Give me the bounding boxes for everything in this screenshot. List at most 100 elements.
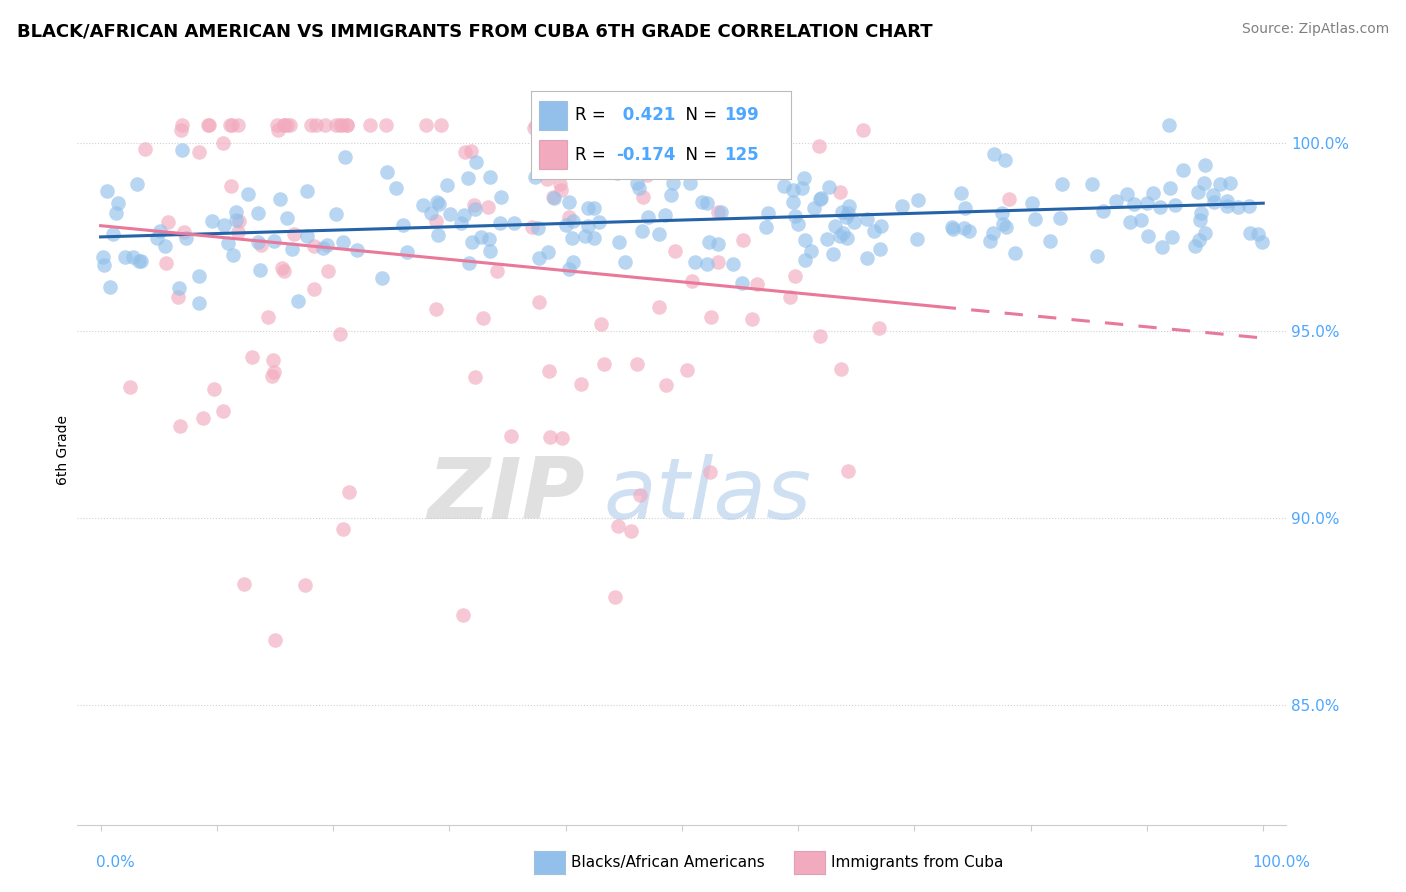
- Point: [134, 143, 156, 157]
- Point: [997, 192, 1019, 206]
- Point: [187, 145, 209, 159]
- Point: [294, 578, 316, 592]
- Point: [870, 219, 893, 233]
- Point: [105, 205, 128, 219]
- Point: [856, 251, 879, 265]
- Point: [236, 186, 259, 201]
- Point: [425, 214, 447, 228]
- Point: [1157, 118, 1180, 132]
- Point: [856, 212, 879, 227]
- Point: [1164, 197, 1187, 211]
- Point: [808, 192, 831, 206]
- Point: [785, 269, 807, 284]
- Point: [678, 176, 700, 190]
- Point: [831, 205, 853, 219]
- Point: [692, 194, 714, 209]
- Point: [375, 165, 398, 179]
- Point: [1171, 162, 1194, 177]
- Point: [706, 130, 728, 145]
- Point: [212, 136, 235, 151]
- Point: [212, 218, 235, 232]
- Point: [685, 255, 707, 269]
- Point: [1115, 186, 1137, 201]
- Point: [221, 118, 243, 132]
- Point: [464, 202, 486, 216]
- Point: [287, 294, 309, 309]
- Point: [187, 296, 209, 310]
- Point: [610, 118, 633, 132]
- Point: [524, 169, 547, 184]
- Point: [631, 189, 654, 203]
- Point: [852, 122, 875, 136]
- Point: [626, 357, 648, 371]
- Point: [815, 232, 838, 246]
- Point: [582, 231, 605, 245]
- Point: [426, 194, 449, 209]
- Point: [461, 235, 484, 249]
- Point: [755, 219, 778, 234]
- Point: [478, 169, 501, 184]
- Point: [270, 261, 292, 276]
- Point: [950, 186, 973, 200]
- Point: [477, 200, 499, 214]
- Point: [172, 118, 194, 132]
- Point: [1189, 212, 1212, 227]
- Point: [832, 226, 855, 240]
- Point: [1021, 195, 1043, 210]
- Point: [174, 230, 197, 244]
- Point: [741, 311, 763, 326]
- Point: [439, 207, 461, 221]
- Point: [606, 518, 628, 533]
- Point: [1219, 176, 1241, 190]
- Point: [786, 217, 808, 231]
- Point: [721, 257, 744, 271]
- Point: [384, 181, 406, 195]
- Point: [145, 231, 167, 245]
- Point: [614, 255, 637, 269]
- Point: [262, 368, 284, 383]
- Point: [173, 226, 195, 240]
- Text: 100.0%: 100.0%: [1253, 855, 1310, 870]
- Point: [790, 180, 813, 194]
- Point: [502, 216, 524, 230]
- Point: [464, 370, 486, 384]
- Point: [1038, 235, 1060, 249]
- Point: [1216, 194, 1239, 208]
- Point: [576, 219, 599, 233]
- Point: [276, 118, 298, 132]
- Point: [808, 329, 831, 343]
- Point: [606, 166, 628, 180]
- Point: [607, 235, 630, 249]
- Point: [699, 310, 721, 325]
- Point: [981, 226, 1004, 240]
- Point: [664, 244, 686, 258]
- Point: [304, 239, 326, 253]
- Point: [626, 176, 648, 190]
- Point: [280, 118, 302, 132]
- Point: [299, 118, 322, 132]
- Point: [706, 205, 728, 219]
- Point: [782, 183, 804, 197]
- Point: [576, 201, 599, 215]
- Point: [200, 214, 222, 228]
- Point: [830, 229, 852, 244]
- Point: [460, 145, 482, 159]
- Point: [907, 193, 929, 207]
- Point: [128, 253, 150, 268]
- Point: [149, 224, 172, 238]
- Point: [637, 118, 659, 132]
- Point: [250, 237, 273, 252]
- Point: [269, 192, 291, 206]
- Point: [1187, 186, 1209, 200]
- Point: [803, 201, 825, 215]
- Point: [169, 281, 191, 295]
- Point: [262, 353, 284, 368]
- Point: [219, 178, 242, 193]
- Point: [1105, 194, 1128, 208]
- Point: [620, 524, 643, 539]
- Point: [1226, 200, 1249, 214]
- Point: [302, 282, 325, 296]
- Point: [574, 229, 596, 244]
- Point: [325, 207, 347, 221]
- Point: [537, 245, 560, 260]
